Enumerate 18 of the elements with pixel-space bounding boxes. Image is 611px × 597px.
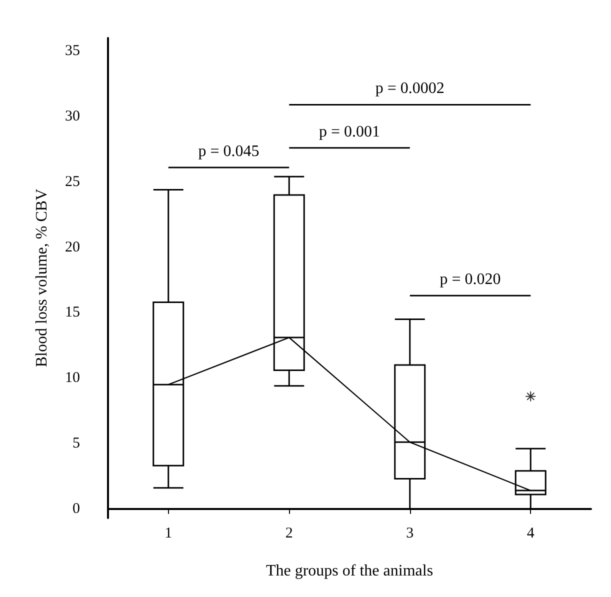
x-tick-label: 1 — [164, 526, 172, 542]
x-axis-title: The groups of the animals — [266, 562, 434, 580]
y-tick-label: 5 — [72, 435, 80, 452]
annotation: p = 0.045 — [198, 142, 260, 160]
y-axis-title: Blood loss volume, % CBV — [34, 188, 50, 368]
y-tick-label: 0 — [72, 500, 80, 517]
annotation: p = 0.001 — [318, 123, 380, 140]
x-tick-label: 4 — [526, 526, 535, 542]
y-tick-label: 15 — [65, 304, 80, 321]
y-tick-label: 35 — [65, 43, 80, 60]
annotation: p = 0.020 — [440, 271, 501, 288]
y-tick-label: 10 — [65, 370, 80, 386]
annotation: p = 0.0002 — [375, 80, 444, 98]
x-tick-label: 3 — [406, 526, 414, 542]
y-tick-label: 30 — [65, 108, 80, 124]
x-tick-label: 2 — [285, 526, 293, 542]
y-tick-label: 20 — [65, 239, 80, 256]
y-tick-label: 25 — [65, 174, 80, 190]
